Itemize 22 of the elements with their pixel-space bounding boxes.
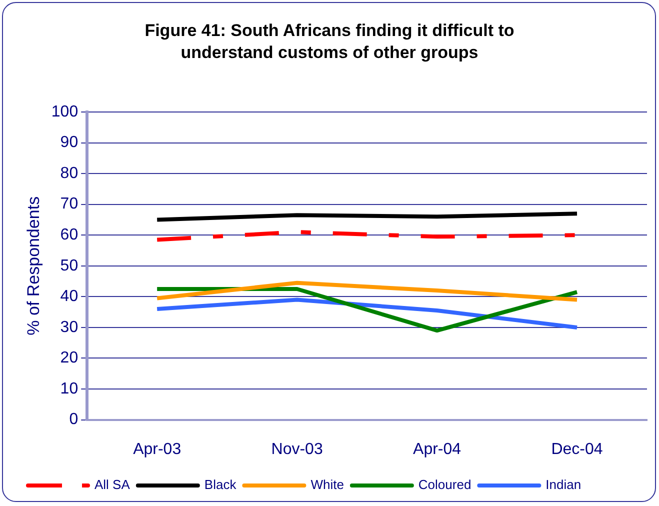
x-tick-label: Apr-03 [133,440,182,458]
y-tick-label: 50 [60,257,78,274]
legend-label: Black [204,477,237,492]
y-tick-label: 30 [60,318,78,336]
legend-label: White [310,477,344,492]
y-tick-label: 90 [60,134,78,152]
y-tick-label: 100 [51,103,78,120]
x-tick-label: Apr-04 [413,440,462,458]
y-tick-label: 10 [60,380,78,398]
y-tick-label: 40 [60,288,78,306]
legend-label: Coloured [418,477,472,492]
legend-label: All SA [94,477,130,492]
chart-title: Figure 41: South Africans finding it difficult to understand customs of other groups [144,20,516,64]
y-tick-label: 20 [60,350,78,367]
y-tick-label: 60 [60,226,78,244]
y-tick-label: 70 [60,196,78,213]
y-tick-label: 0 [69,411,78,428]
x-tick-label: Dec-04 [551,440,603,458]
x-tick-label: Nov-03 [271,440,323,458]
y-tick-label: 80 [60,164,78,182]
legend-label: Indian [546,477,582,492]
y-axis-title: % of Respondents [24,196,43,336]
